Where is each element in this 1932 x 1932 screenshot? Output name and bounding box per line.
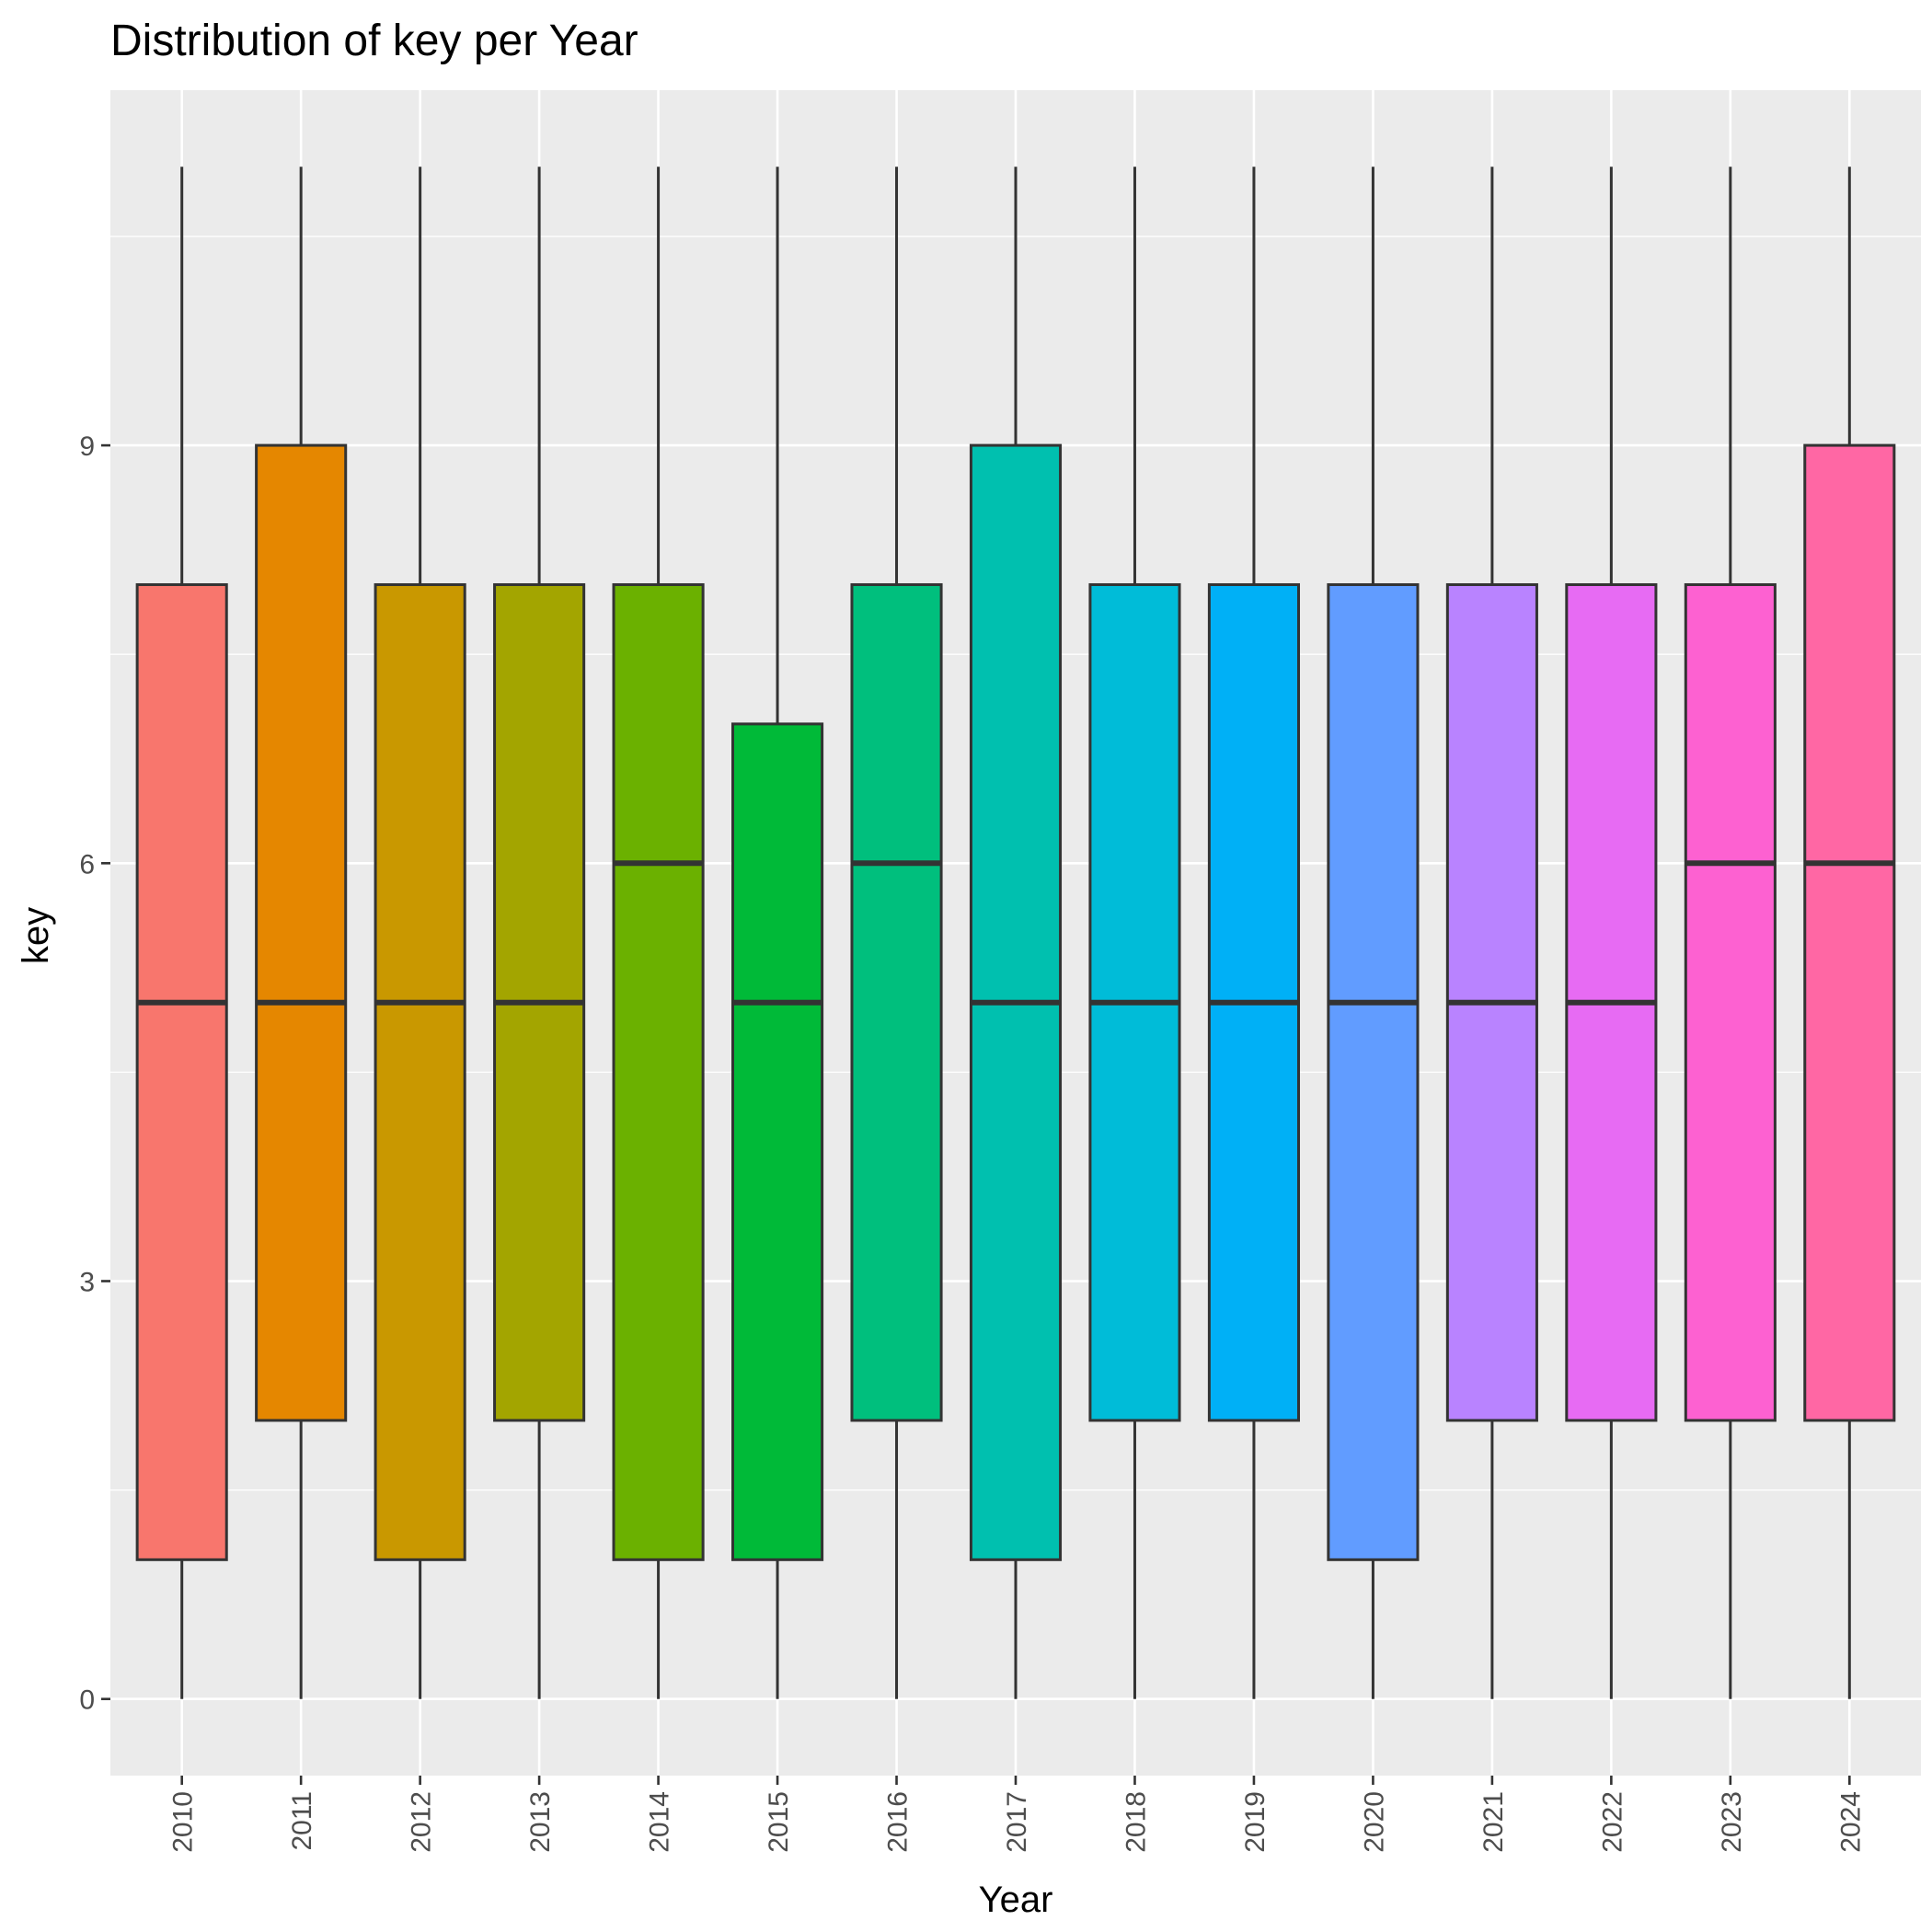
x-tick-label: 2019 [1240,1791,1271,1853]
box-body [255,443,348,1422]
box-2020 [1327,167,1420,1699]
x-tick-label: 2012 [407,1791,437,1853]
y-tick-label: 0 [79,1685,95,1716]
box-2024 [1803,167,1896,1699]
box-body [1684,582,1777,1422]
box-2014 [612,167,705,1699]
box-2013 [493,167,586,1699]
box-2021 [1445,167,1538,1699]
box-2016 [850,167,943,1699]
y-axis: 0 3 6 9 [79,431,110,1716]
box-2018 [1088,167,1181,1699]
box-2010 [135,167,228,1699]
box-body [612,582,705,1561]
y-tick-label: 6 [79,849,95,880]
x-tick-label: 2017 [1002,1791,1032,1853]
x-tick-label: 2024 [1835,1791,1866,1853]
x-tick-label: 2013 [525,1791,556,1853]
x-axis-title: Year [979,1880,1053,1920]
box-2012 [374,167,466,1699]
box-2017 [969,167,1063,1699]
y-tick-label: 9 [79,431,95,462]
x-tick-label: 2016 [883,1791,914,1853]
x-tick-label: 2023 [1717,1791,1747,1853]
box-body [1327,582,1420,1561]
box-body [1803,443,1896,1422]
x-tick-label: 2020 [1359,1791,1389,1853]
box-2019 [1207,167,1301,1699]
x-tick-label: 2014 [645,1791,675,1853]
x-tick-label: 2021 [1478,1791,1509,1853]
box-2011 [255,167,348,1699]
y-axis-title: key [16,907,56,964]
x-tick-label: 2015 [764,1791,794,1853]
x-tick-label: 2010 [168,1791,199,1853]
box-2023 [1684,167,1777,1699]
box-2022 [1565,167,1658,1699]
box-2015 [731,167,824,1699]
box-body [731,722,824,1561]
box-body [850,582,943,1422]
x-tick-label: 2011 [287,1791,317,1851]
chart-title: Distribution of key per Year [110,17,638,65]
box-body [374,582,466,1561]
box-body [135,582,228,1561]
x-tick-label: 2022 [1597,1791,1627,1853]
box-series [135,167,1896,1699]
y-tick-label: 3 [79,1268,95,1298]
x-tick-label: 2018 [1121,1791,1151,1853]
x-axis: 2010 2011 2012 2013 2014 2015 2016 2017 2018 2019… [168,1776,1866,1853]
